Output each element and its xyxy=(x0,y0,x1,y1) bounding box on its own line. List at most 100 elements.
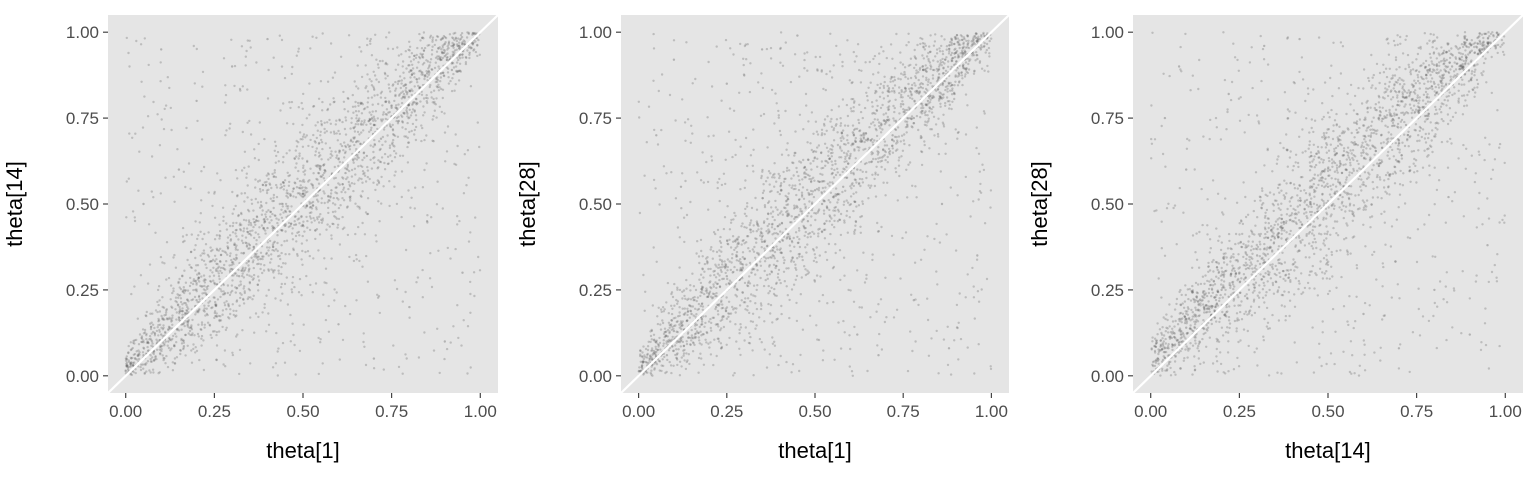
scatter-point xyxy=(445,58,448,61)
scatter-point xyxy=(724,310,728,313)
scatter-point xyxy=(820,230,824,234)
scatter-point xyxy=(816,180,820,183)
scatter-point xyxy=(778,192,781,196)
scatter-point xyxy=(425,100,428,103)
scatter-point xyxy=(463,153,466,156)
scatter-point xyxy=(701,302,704,305)
scatter-point xyxy=(953,42,956,46)
scatter-point xyxy=(760,341,763,344)
scatter-point xyxy=(754,327,757,330)
scatter-point xyxy=(192,44,195,48)
scatter-point xyxy=(410,88,413,91)
scatter-point xyxy=(186,323,189,327)
scatter-point xyxy=(762,183,765,186)
scatter-point xyxy=(707,135,710,138)
scatter-point xyxy=(976,57,979,61)
scatter-point xyxy=(265,180,268,184)
scatter-point xyxy=(179,297,183,300)
scatter-point xyxy=(193,248,196,251)
scatter-point xyxy=(215,312,218,315)
scatter-point xyxy=(874,127,877,131)
scatter-point xyxy=(913,66,916,70)
scatter-point xyxy=(903,133,906,136)
scatter-point xyxy=(155,357,158,361)
scatter-point xyxy=(304,136,307,139)
scatter-point xyxy=(442,51,445,55)
scatter-point xyxy=(911,184,914,187)
scatter-point xyxy=(780,153,784,156)
scatter-point xyxy=(361,190,364,193)
scatter-point xyxy=(745,241,748,244)
scatter-point xyxy=(148,334,152,338)
scatter-point xyxy=(311,204,315,207)
scatter-point xyxy=(357,119,360,122)
scatter-point xyxy=(407,189,410,192)
scatter-point xyxy=(230,267,234,271)
scatter-point xyxy=(906,123,909,126)
scatter-point xyxy=(164,331,167,335)
scatter-point xyxy=(296,254,299,257)
scatter-point xyxy=(826,115,829,118)
scatter-point xyxy=(767,200,771,203)
scatter-point xyxy=(367,96,370,100)
scatter-point xyxy=(259,251,263,254)
scatter-point xyxy=(799,210,802,213)
scatter-point xyxy=(243,291,246,295)
scatter-point xyxy=(421,186,425,189)
scatter-point xyxy=(402,92,406,96)
scatter-point xyxy=(434,39,438,42)
scatter-point xyxy=(302,170,305,174)
scatter-point xyxy=(667,321,671,324)
scatter-point xyxy=(788,237,792,241)
scatter-point xyxy=(294,373,297,376)
scatter-point xyxy=(277,218,280,221)
scatter-point xyxy=(342,188,345,191)
scatter-point xyxy=(812,249,816,252)
scatter-point xyxy=(435,116,438,119)
scatter-point xyxy=(826,302,829,305)
scatter-point xyxy=(458,57,462,60)
scatter-point xyxy=(912,122,915,125)
scatter-point xyxy=(690,336,694,339)
scatter-point xyxy=(960,71,963,75)
scatter-point xyxy=(403,77,406,80)
scatter-point xyxy=(337,217,341,221)
scatter-point xyxy=(888,124,891,127)
scatter-point xyxy=(683,240,686,244)
scatter-point xyxy=(222,219,225,223)
scatter-point xyxy=(456,56,459,60)
scatter-point xyxy=(151,330,155,334)
scatter-point xyxy=(898,86,901,89)
scatter-point xyxy=(773,162,776,165)
scatter-point xyxy=(179,348,182,352)
scatter-point xyxy=(833,226,836,229)
scatter-point xyxy=(345,167,348,171)
scatter-point xyxy=(217,330,221,333)
scatter-point xyxy=(232,262,235,266)
scatter-point xyxy=(296,231,299,234)
scatter-point xyxy=(939,102,942,106)
scatter-point xyxy=(283,179,287,182)
scatter-point xyxy=(939,105,942,108)
scatter-point xyxy=(929,128,932,131)
identity-line-tail xyxy=(101,392,109,400)
scatter-point xyxy=(226,253,229,256)
scatter-point xyxy=(893,106,896,110)
scatter-point xyxy=(233,272,236,275)
scatter-point xyxy=(257,233,260,236)
scatter-point xyxy=(910,117,913,121)
scatter-point xyxy=(821,173,824,176)
scatter-point xyxy=(244,64,247,67)
scatter-point xyxy=(473,32,476,36)
scatter-point xyxy=(185,312,188,315)
scatter-point xyxy=(422,105,425,108)
scatter-point xyxy=(332,97,335,100)
scatter-point xyxy=(343,226,346,229)
scatter-point xyxy=(878,125,881,128)
scatter-point xyxy=(282,188,285,191)
scatter-point xyxy=(182,321,186,324)
scatter-point xyxy=(929,94,932,98)
scatter-point xyxy=(326,223,329,226)
scatter-point xyxy=(663,308,666,311)
scatter-point xyxy=(935,329,938,333)
